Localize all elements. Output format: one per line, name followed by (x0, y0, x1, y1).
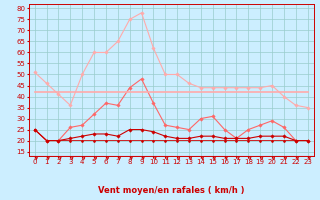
Text: Vent moyen/en rafales ( km/h ): Vent moyen/en rafales ( km/h ) (98, 186, 244, 195)
